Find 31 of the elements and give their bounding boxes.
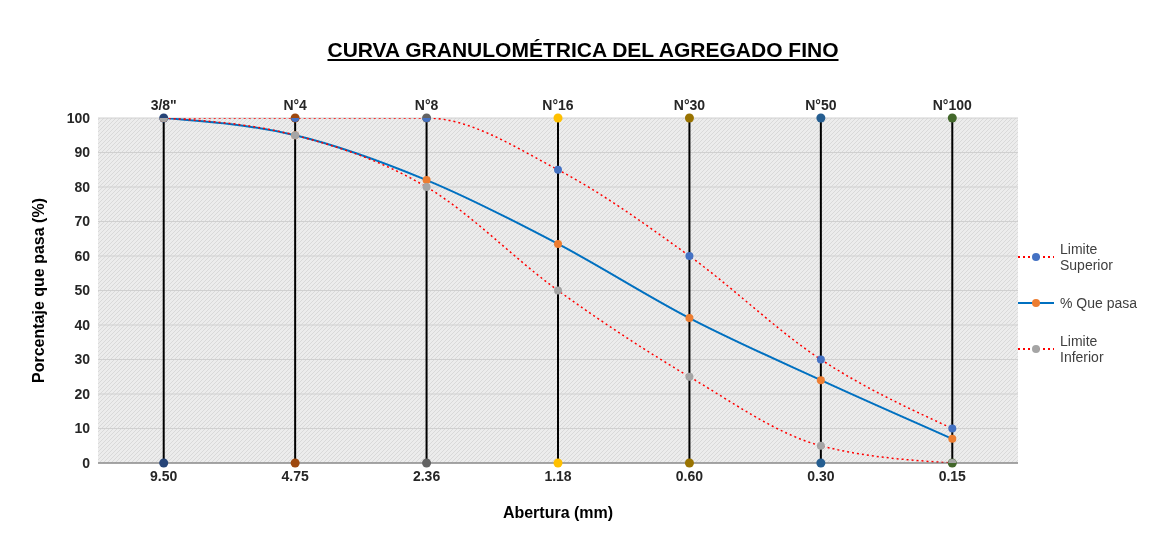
y-axis-title: Porcentaje que pasa (%) (29, 198, 47, 383)
x-tick-label: 0.15 (938, 467, 967, 484)
x-tick-label: 9.50 (150, 467, 178, 484)
x-tick-label: 1.18 (544, 467, 572, 484)
legend-label: Limite Inferior (1060, 333, 1105, 365)
text: 3/8" (150, 97, 177, 113)
text: N°50 (805, 97, 837, 113)
y-tick-label: 90 (74, 144, 91, 161)
y-tick-label: 10 (74, 420, 91, 437)
text: N°30 (673, 97, 706, 113)
text: N°8 (414, 97, 439, 113)
chart-title: CURVA GRANULOMÉTRICA DEL AGREGADO FINO (326, 37, 840, 63)
x-axis-title: Abertura (mm) (502, 504, 614, 521)
x-tick-label: 4.75 (281, 467, 309, 484)
legend-label: % Que pasa (1060, 295, 1139, 311)
y-tick-label: 30 (74, 351, 91, 368)
legend-label: Limite Superior (1060, 241, 1114, 273)
text: N°16 (542, 97, 574, 113)
y-tick-label: 70 (74, 213, 91, 230)
text: N°100 (932, 97, 973, 113)
y-tick-label: 100 (66, 109, 91, 126)
y-tick-label: 20 (74, 385, 91, 402)
x-tick-label: 2.36 (412, 467, 441, 484)
y-tick-label: 80 (74, 178, 91, 195)
y-tick-label: 0 (82, 454, 91, 471)
y-tick-label: 40 (74, 316, 91, 333)
y-tick-label: 50 (74, 282, 91, 299)
y-tick-label: 60 (74, 247, 91, 264)
x-tick-label: 0.30 (807, 467, 835, 484)
x-tick-label: 0.60 (675, 467, 704, 484)
text: N°4 (283, 97, 308, 113)
